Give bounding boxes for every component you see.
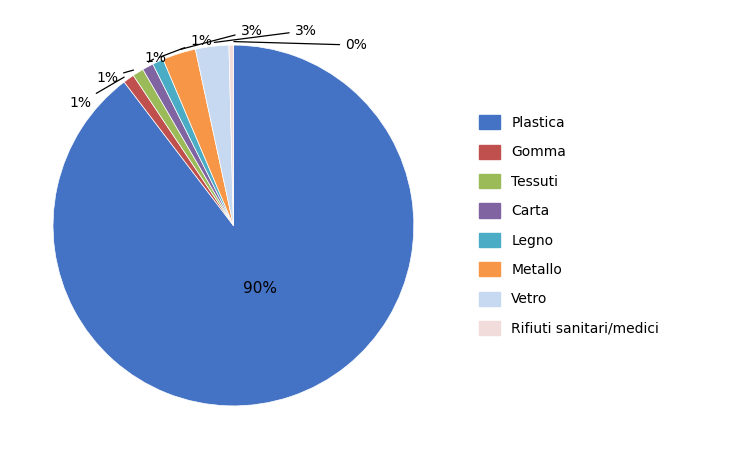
Text: 1%: 1%: [69, 77, 124, 110]
Text: 1%: 1%: [159, 34, 212, 57]
Wedge shape: [124, 75, 233, 226]
Text: 1%: 1%: [145, 51, 167, 65]
Text: 90%: 90%: [243, 281, 278, 296]
Legend: Plastica, Gomma, Tessuti, Carta, Legno, Metallo, Vetro, Rifiuti sanitari/medici: Plastica, Gomma, Tessuti, Carta, Legno, …: [474, 110, 665, 341]
Text: 3%: 3%: [181, 23, 262, 49]
Wedge shape: [229, 45, 233, 226]
Text: 0%: 0%: [234, 38, 367, 52]
Wedge shape: [163, 49, 233, 226]
Text: 3%: 3%: [215, 23, 316, 42]
Wedge shape: [195, 45, 233, 226]
Wedge shape: [143, 64, 233, 226]
Wedge shape: [53, 45, 414, 406]
Wedge shape: [133, 69, 233, 226]
Text: 1%: 1%: [96, 70, 133, 85]
Wedge shape: [153, 60, 233, 226]
